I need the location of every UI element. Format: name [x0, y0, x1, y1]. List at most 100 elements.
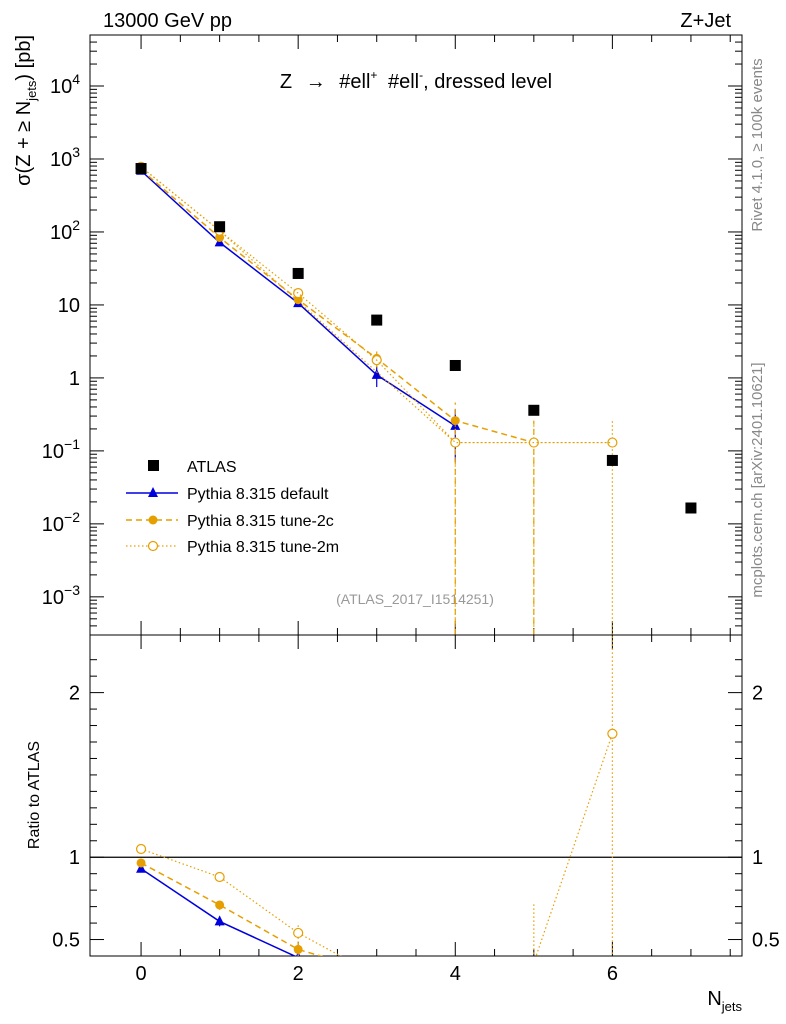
ratio-point-tune2m [214, 871, 225, 883]
y-tick-label: 10 [58, 295, 80, 317]
y-tick-exponent: −2 [64, 509, 80, 525]
line-tune2m [140, 166, 613, 444]
ratio-y-tick-label-right: 1 [752, 847, 763, 869]
legend-entry-default: Pythia 8.315 default [126, 486, 329, 503]
y-tick-base: 1 [69, 368, 80, 390]
y-tick-label: 103 [50, 144, 80, 171]
line-tune2c [140, 169, 535, 444]
ratio-y-label: Ratio to ATLAS [26, 741, 43, 849]
y-tick-base: 10 [50, 149, 72, 171]
ratio-point-tune2c [293, 944, 303, 954]
series-default [136, 164, 461, 463]
point-default [371, 368, 382, 379]
point-atlas [135, 163, 147, 175]
y-tick-exponent: 3 [72, 144, 80, 160]
y-tick-label: 10−3 [42, 582, 80, 609]
point-tune2m [607, 437, 618, 448]
ratio-point-tune2m [529, 958, 538, 967]
ratio-y-tick-label: 2 [69, 683, 80, 705]
point-atlas [371, 314, 383, 326]
ratio-y-tick-label-right: 2 [752, 683, 763, 705]
watermark: (ATLAS_2017_I1514251) [336, 591, 494, 607]
ratio-y-axis: 0.5 0.5 1 1 2 2 [52, 659, 780, 952]
rivet-label: Rivet 4.1.0, ≥ 100k events [749, 58, 766, 231]
ratio-y-tick-label: 0.5 [52, 930, 80, 952]
series-atlas [135, 163, 697, 514]
point-tune2m [450, 437, 461, 448]
y-tick-base: 10 [42, 514, 64, 536]
title-arrow: → [306, 71, 326, 93]
ratio-series-tune2m [135, 635, 618, 1012]
mcplots-label: mcplots.cern.ch [arXiv:2401.10621] [749, 362, 766, 597]
ratio-line-tune2c [140, 862, 324, 956]
x-tick-label: 6 [607, 963, 618, 985]
legend-atlas-marker [148, 460, 159, 471]
legend-entry-tune-2m: Pythia 8.315 tune-2m [126, 539, 339, 556]
ylabel-sub: jets [24, 80, 39, 102]
ratio-y-tick-label: 1 [69, 847, 80, 869]
x-axis-label: Njets [707, 988, 742, 1014]
ratio-point-tune2c [215, 900, 225, 910]
main-x-axis [140, 35, 731, 635]
ratio-point-tune2m [135, 843, 147, 855]
ratio-point-tune2m [451, 1003, 460, 1012]
point-tune2c [450, 416, 460, 426]
y-tick-label: 1 [69, 368, 80, 390]
y-tick-exponent: 2 [72, 217, 80, 233]
y-tick-label: 10−1 [42, 436, 80, 463]
legend-tune2c-label: Pythia 8.315 tune-2c [187, 513, 334, 530]
y-tick-label: 104 [50, 71, 80, 98]
ratio-point-tune2m [607, 728, 618, 739]
ratio-y-tick-label-right: 0.5 [752, 930, 780, 952]
ratio-line-tune2m [140, 733, 613, 956]
legend-atlas-label: ATLAS [187, 459, 237, 476]
point-atlas [528, 404, 540, 416]
ratio-data-layer [90, 635, 742, 1012]
y-tick-exponent: 4 [72, 71, 80, 87]
y-tick-base: 10 [50, 222, 72, 244]
legend-entry-atlas: ATLAS [148, 459, 237, 476]
ratio-frame [89, 634, 743, 957]
x-tick-label: 2 [293, 963, 304, 985]
ratio-point-tune2c [136, 858, 146, 868]
title-sup-1: + [370, 68, 377, 82]
main-data-layer [135, 161, 697, 635]
y-tick-base: 10 [42, 587, 64, 609]
xlabel-sub: jets [721, 999, 743, 1014]
point-atlas [449, 359, 461, 371]
y-tick-label: 102 [50, 217, 80, 244]
y-tick-base: 10 [50, 76, 72, 98]
point-atlas [214, 221, 226, 233]
legend-tune2m-marker [147, 540, 159, 552]
title-rest: , dressed level [423, 71, 552, 93]
ratio-panel: 0.5 0.5 1 1 2 2 0 2 4 6 Ratio to ATLAS Njets [26, 634, 780, 1014]
y-tick-label: 10−2 [42, 509, 80, 536]
ylabel-pre: σ(Z + ≥ N [13, 101, 35, 186]
title-z: Z [280, 71, 292, 93]
plot-title: Z → #ell+ #ell-, dressed level [280, 62, 552, 93]
y-tick-exponent: −1 [64, 436, 80, 452]
ratio-point-default [214, 915, 225, 926]
y-tick-base: 10 [58, 295, 80, 317]
xlabel-main: N [707, 988, 721, 1010]
ratio-point-tune2c [372, 968, 381, 977]
main-y-label: σ(Z + ≥ Njets) [pb] [13, 35, 39, 186]
title-sup-2: - [419, 68, 423, 82]
x-tick-label: 4 [450, 963, 461, 985]
ratio-point-tune2m [372, 971, 381, 980]
point-atlas [292, 267, 304, 279]
ratio-line-default [140, 868, 297, 956]
legend-default-label: Pythia 8.315 default [187, 486, 329, 503]
title-lepton-1: #ell [339, 71, 370, 93]
legend: ATLAS Pythia 8.315 default Pythia 8.315 … [126, 459, 339, 556]
y-tick-exponent: −3 [64, 582, 80, 598]
y-tick-base: 10 [42, 441, 64, 463]
x-tick-label: 0 [135, 963, 146, 985]
point-atlas [685, 502, 697, 514]
process-label: Z+Jet [680, 10, 731, 32]
title-lepton-2: #ell [388, 71, 419, 93]
ratio-point-tune2m [293, 927, 304, 939]
